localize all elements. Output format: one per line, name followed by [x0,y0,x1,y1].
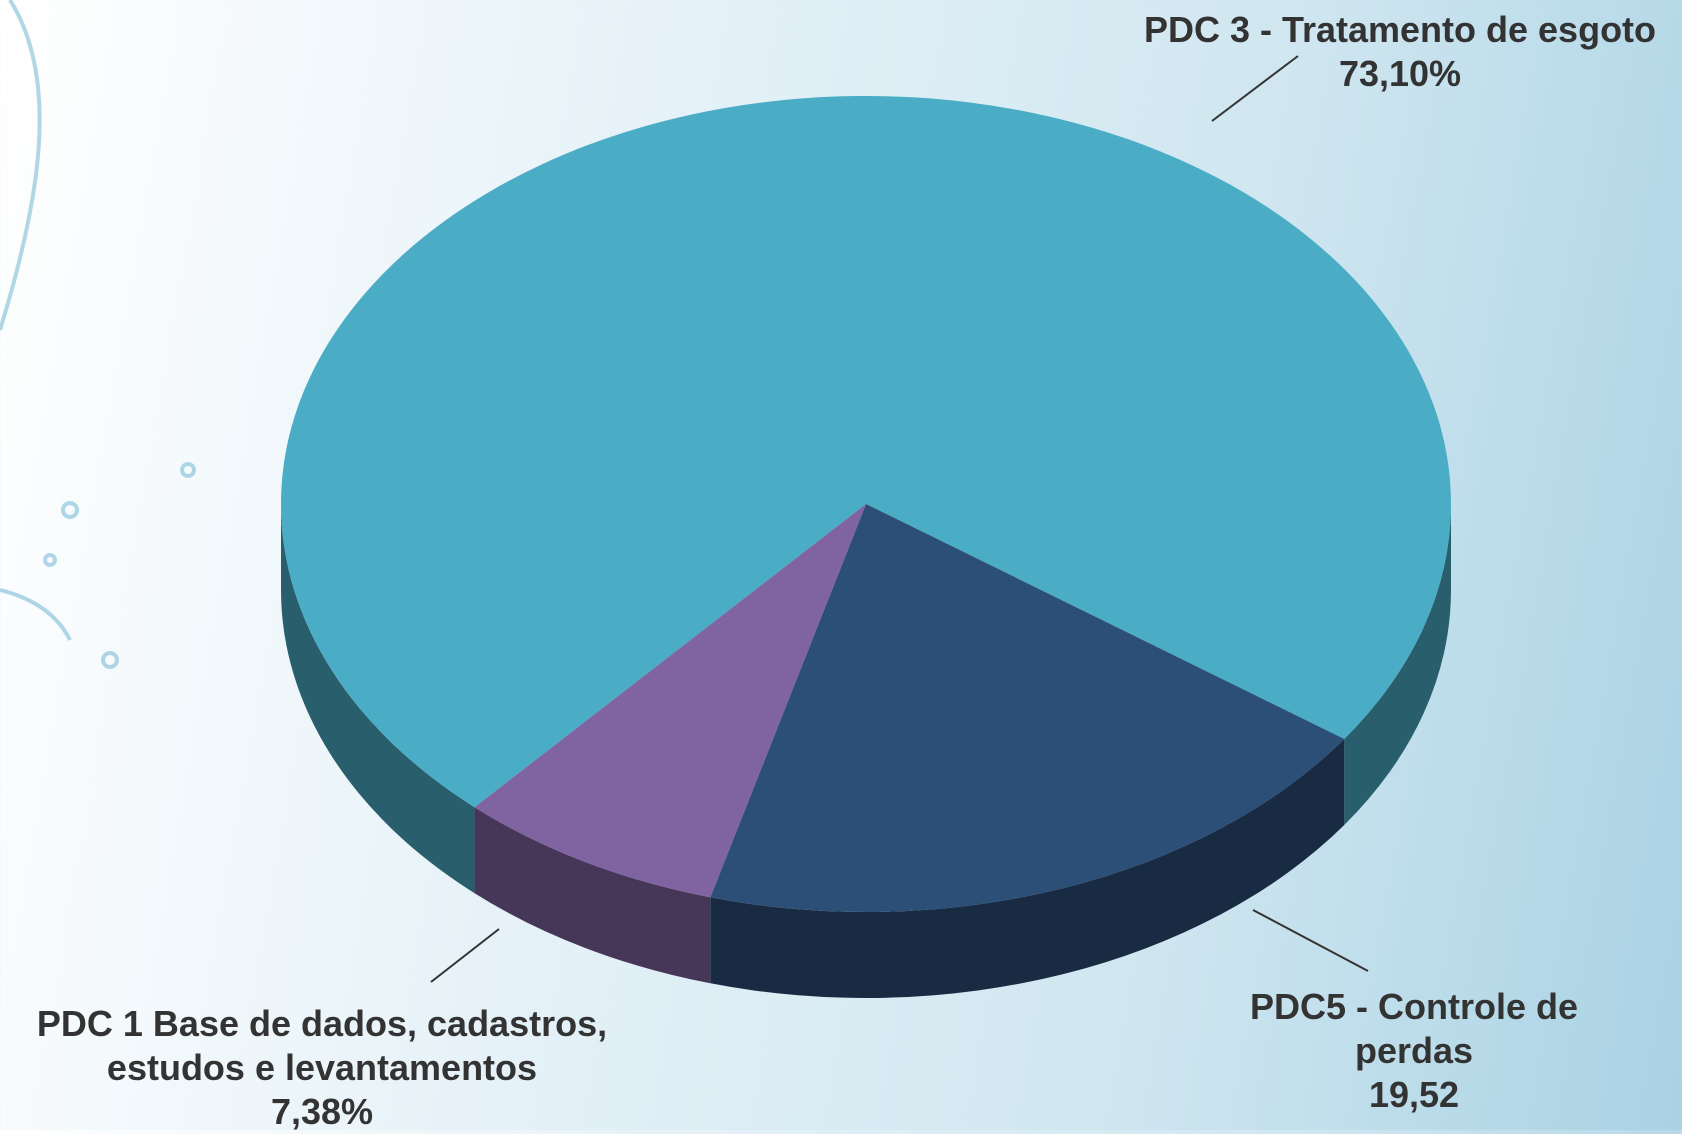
pie-side [281,504,475,894]
value-label: 7,38% [270,1091,374,1132]
pie-slice [474,504,866,898]
leader-line [430,928,500,983]
leader-line [1211,55,1299,122]
droplet [180,462,196,478]
category-name: PDC 1 Base de dados, cadastros, estudos … [36,1003,608,1088]
pie-side [1344,504,1451,825]
leader-line [1252,909,1369,972]
leader-lines [430,55,1369,983]
value-label: 73,10% [1338,53,1462,94]
value-label: 19,52 [1368,1074,1460,1115]
droplet [61,501,79,519]
slice-label: PDC5 - Controle de perdas 19,52 [1204,985,1624,1117]
pie-side [474,807,711,984]
category-name: PDC 3 - Tratamento de esgoto [1143,9,1657,50]
pie-side [710,738,1345,998]
pie-slice [710,504,1345,913]
water-splash [0,0,42,331]
category-name: PDC5 - Controle de perdas [1249,986,1579,1071]
droplet [101,651,119,669]
slice-label: PDC 3 - Tratamento de esgoto 73,10% [1090,8,1682,96]
slice-label: PDC 1 Base de dados, cadastros, estudos … [0,1002,652,1134]
pie-slice [281,95,1451,808]
droplet [43,553,57,567]
decoration [0,0,196,669]
pie [281,95,1451,998]
water-splash [0,588,72,641]
